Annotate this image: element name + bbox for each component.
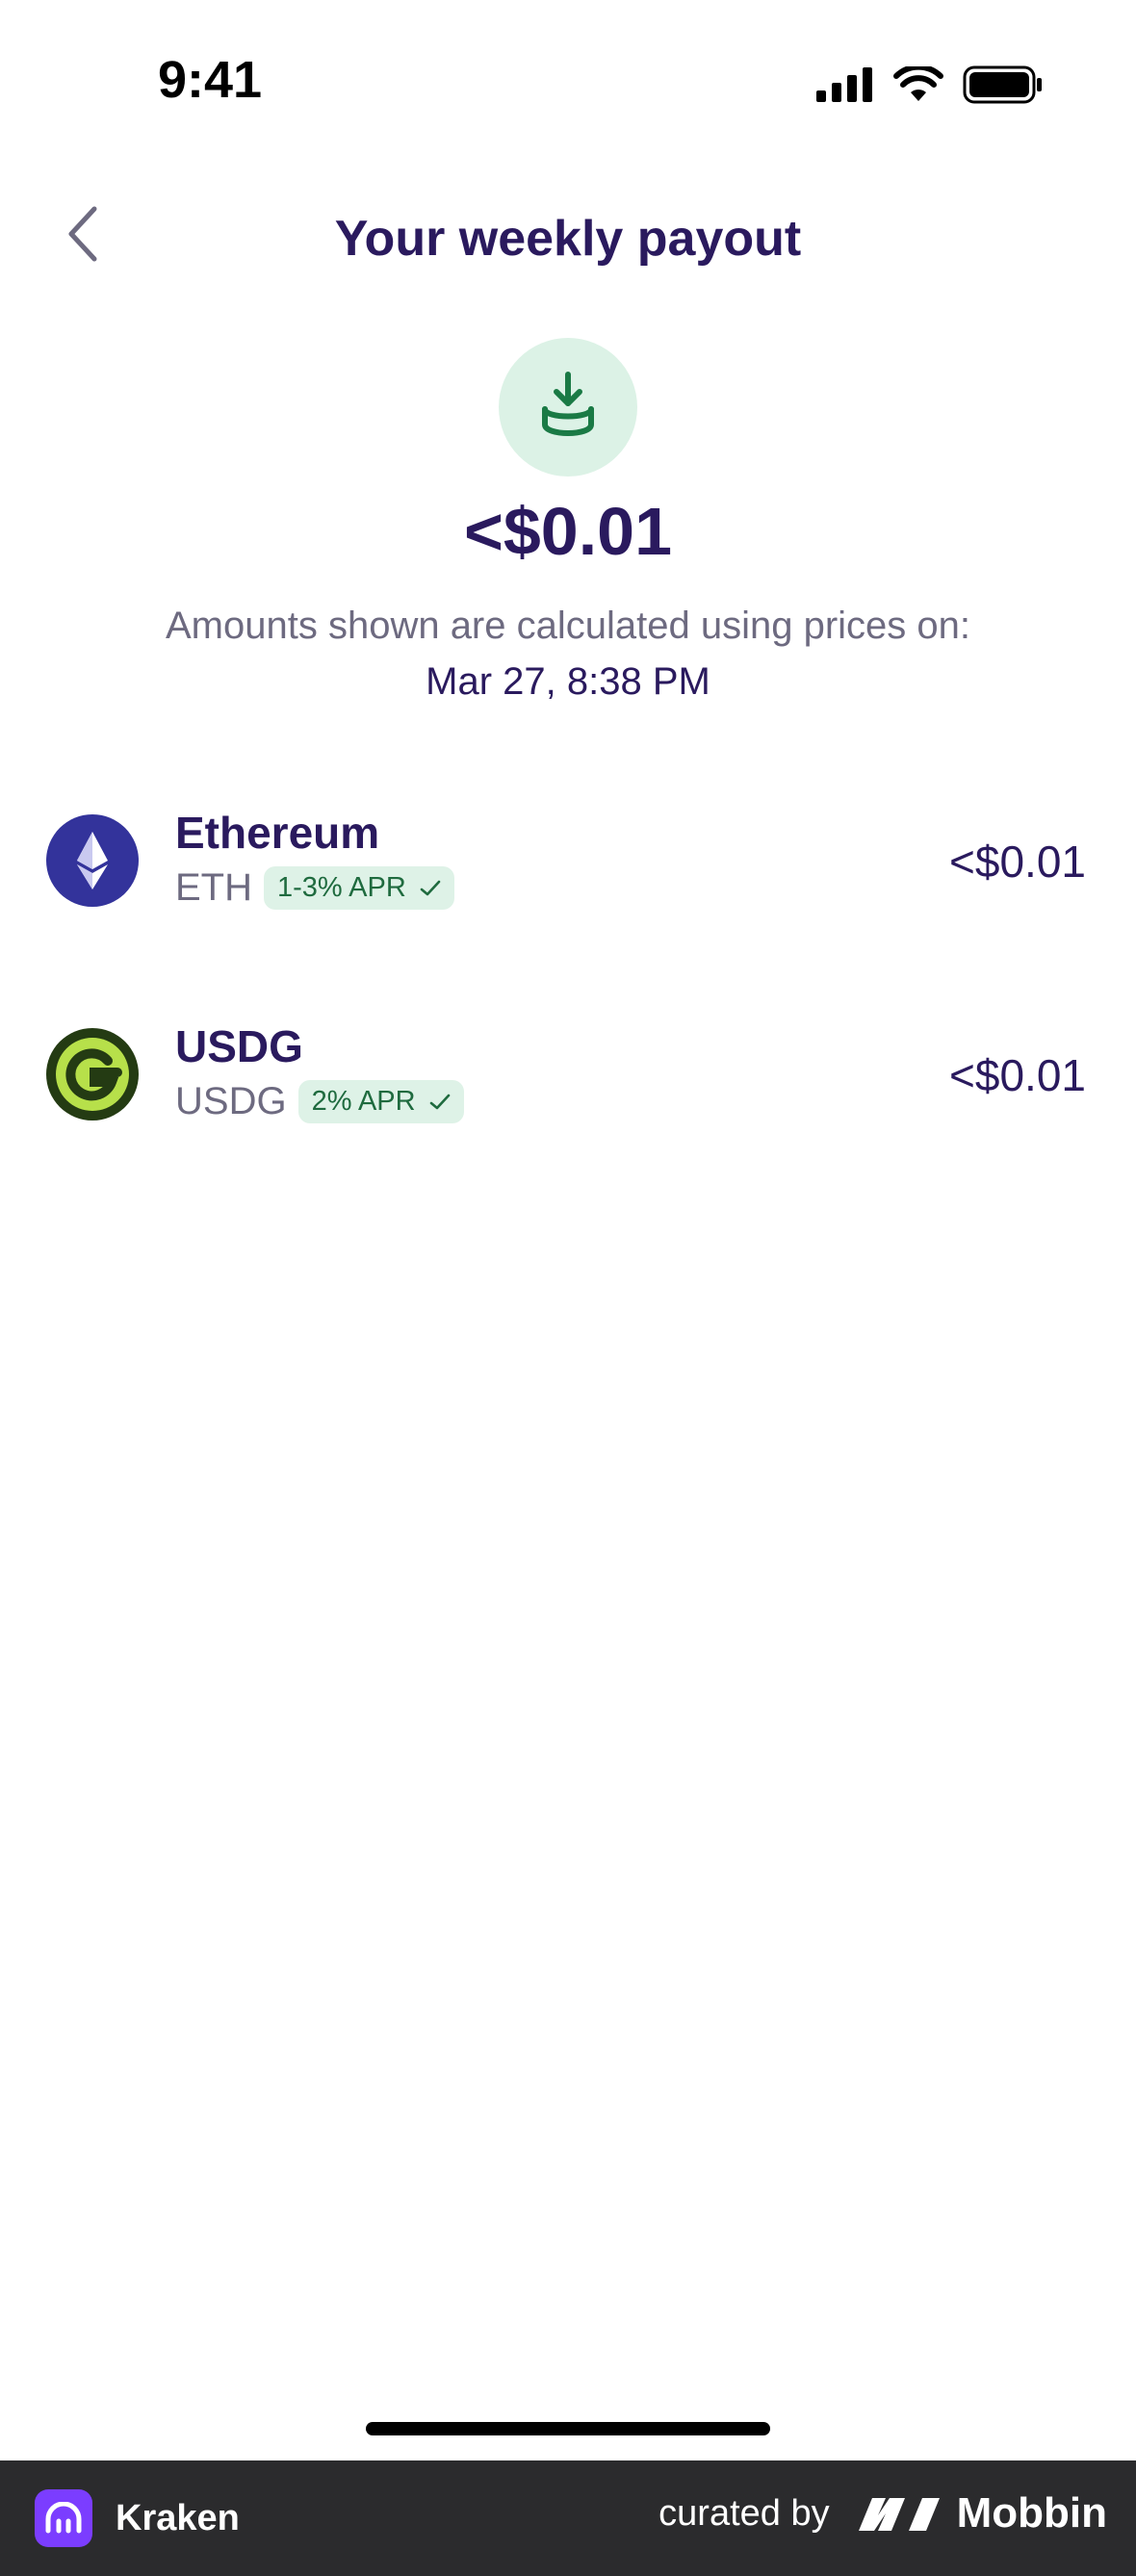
cellular-signal-icon [816,67,872,102]
asset-value: <$0.01 [949,837,1086,887]
asset-name: Ethereum [175,808,380,858]
mobbin-brand: Mobbin [857,2489,1107,2537]
asset-subtitle: USDG 2% APR [175,1080,464,1123]
footer-app: Kraken [35,2489,240,2547]
asset-ticker: USDG [175,1080,287,1122]
mobbin-logo-icon [858,2498,940,2531]
apr-badge-label: 2% APR [311,1086,416,1117]
asset-name: USDG [175,1021,303,1071]
asset-row-ethereum[interactable]: Ethereum ETH 1-3% APR <$0.01 [0,808,1136,959]
asset-subtitle: ETH 1-3% APR [175,866,454,910]
chevron-left-icon [68,206,97,262]
payout-hero-icon [499,338,637,477]
check-icon [429,1094,450,1109]
asset-row-usdg[interactable]: USDG USDG 2% APR <$0.01 [0,1021,1136,1172]
asset-value: <$0.01 [949,1050,1086,1100]
download-tray-icon [542,372,594,436]
usdg-logo-icon [46,1028,139,1121]
apr-badge: 1-3% APR [264,866,454,910]
footer-bar: Kraken curated by Mobbin [0,2460,1136,2576]
apr-badge-label: 1-3% APR [277,872,406,903]
home-indicator [366,2422,770,2435]
curated-by-label: curated by [658,2492,830,2534]
back-button[interactable] [54,200,112,268]
battery-icon [963,65,1042,104]
status-time: 9:41 [158,51,263,109]
payout-amount: <$0.01 [463,494,673,569]
kraken-app-icon [35,2489,92,2547]
status-bar: 9:41 [0,0,1136,168]
page-title: Your weekly payout [334,211,802,267]
ethereum-logo-icon [46,814,139,907]
mobbin-brand-name: Mobbin [956,2489,1107,2537]
wifi-icon [893,66,943,101]
check-icon [420,880,441,895]
curated-by: curated by Mobbin [658,2489,1107,2537]
nav-header: Your weekly payout [0,183,1136,289]
status-icons [816,62,1044,108]
footer-app-name: Kraken [116,2497,240,2538]
price-date: Mar 27, 8:38 PM [426,660,710,703]
apr-badge: 2% APR [297,1080,464,1123]
asset-ticker: ETH [175,866,252,909]
price-note: Amounts shown are calculated using price… [165,605,970,647]
